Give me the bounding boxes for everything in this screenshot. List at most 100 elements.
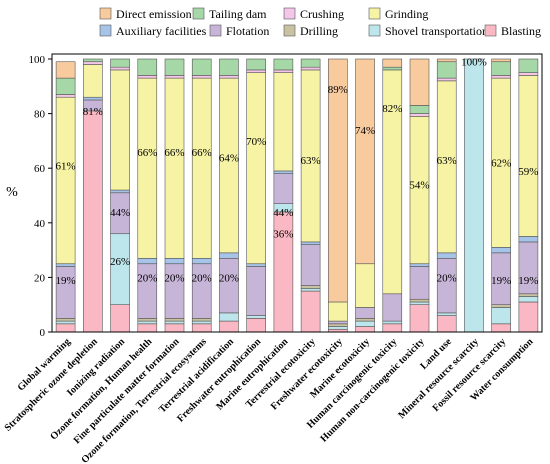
legend-label: Blasting	[501, 24, 541, 38]
bar-segment	[328, 326, 348, 330]
data-label: 44%	[273, 207, 293, 219]
bar-segment	[273, 170, 294, 174]
bar-segment	[382, 293, 403, 322]
bar-segment	[110, 66, 130, 71]
bar-segment	[355, 263, 375, 308]
bar-segment	[355, 318, 375, 322]
bar-segment	[55, 323, 76, 333]
bar-segment	[409, 298, 430, 303]
legend-label: Drilling	[300, 24, 338, 38]
bar-segment	[246, 69, 266, 73]
bar-segment	[491, 247, 511, 254]
bar-segment	[436, 315, 457, 333]
bar-segment	[436, 58, 457, 63]
bar-segment	[355, 58, 375, 265]
y-axis-ticks: 0 20 40 60 80 100	[29, 54, 52, 339]
bar-segment	[219, 252, 239, 259]
bar-segment	[409, 266, 430, 300]
bar-segment	[491, 307, 511, 325]
bar-segment	[246, 266, 266, 316]
bar-segment	[436, 61, 457, 79]
bar-segment	[300, 241, 321, 245]
legend-swatch	[99, 7, 112, 20]
data-label: 81%	[83, 106, 103, 118]
data-label: 59%	[518, 166, 538, 178]
bar-segment	[164, 75, 185, 79]
bar-segment	[164, 257, 185, 265]
data-label: 20%	[437, 272, 457, 284]
data-label: 66%	[137, 147, 157, 159]
bar-segment	[355, 326, 375, 333]
plot-frame	[51, 53, 543, 333]
bar-segment	[83, 64, 103, 98]
bar-segment	[300, 285, 321, 289]
data-label: 20%	[192, 272, 212, 284]
data-label: 64%	[219, 152, 239, 164]
legend-label: Tailing dam	[209, 7, 267, 21]
bar-segment	[55, 77, 76, 95]
bar-segment	[246, 318, 266, 333]
bar-segment	[110, 69, 130, 191]
bar-segment	[300, 290, 321, 333]
bar-segment	[436, 252, 457, 259]
bar-segment	[409, 105, 430, 114]
bar-segment	[110, 189, 130, 194]
bar-segment	[219, 58, 239, 76]
data-label: 66%	[192, 147, 212, 159]
bar-segment	[300, 66, 321, 71]
y-tick-label: 80	[34, 109, 46, 121]
bar-segment	[110, 304, 130, 333]
bar-segment	[55, 263, 76, 267]
bar-segment	[164, 318, 185, 322]
bar-segment	[219, 77, 239, 254]
bar-segment	[518, 236, 539, 243]
bar-segment	[355, 307, 375, 319]
data-label: 70%	[246, 136, 266, 148]
bar-segment	[300, 288, 321, 292]
bar-segment	[55, 94, 76, 98]
bar-segment	[518, 301, 539, 333]
legend-label: Auxiliary facilities	[116, 24, 207, 38]
bar-segment	[328, 58, 348, 303]
bar-segment	[55, 320, 76, 325]
y-tick-label: 20	[34, 272, 46, 284]
data-label: 89%	[328, 84, 348, 96]
bar-segment	[382, 320, 403, 325]
legend-swatch	[192, 7, 205, 20]
data-label: 74%	[355, 125, 375, 137]
bar-segment	[382, 66, 403, 71]
bar-segment	[191, 75, 212, 79]
bar-segment	[137, 318, 158, 322]
bar-segment	[191, 77, 212, 259]
data-label: 20%	[219, 272, 239, 284]
y-axis-label: %	[6, 185, 18, 200]
bar-segment	[436, 77, 457, 82]
bar-segment	[382, 58, 403, 68]
bar-segment	[191, 318, 212, 322]
legend-swatch	[209, 24, 222, 37]
bar-segment	[409, 113, 430, 117]
legend-label: Flotation	[226, 24, 269, 38]
data-label: 61%	[56, 160, 76, 172]
bar-segment	[137, 323, 158, 333]
bar-segment	[191, 58, 212, 76]
bar-segment	[191, 323, 212, 333]
bar-segment	[518, 75, 539, 237]
data-labels: 61% 19% 81% 44% 26% 66% 20% 66% 20% 66% 20% 64% 20% 7…	[56, 57, 539, 287]
bar-segment	[409, 304, 430, 333]
bar-segment	[110, 233, 130, 306]
data-label: 19%	[518, 275, 538, 287]
bar-segment	[83, 96, 103, 101]
bar-segment	[273, 69, 294, 73]
bar-segment	[328, 320, 348, 325]
legend-swatch	[283, 24, 296, 37]
bar-segment	[436, 312, 457, 316]
bar-segment	[137, 77, 158, 259]
y-tick-label: 40	[34, 218, 46, 230]
bar-segment	[491, 304, 511, 308]
x-tick-label: Ozone formation, Terrestrial ecosystems	[79, 336, 208, 464]
y-tick-label: 60	[34, 163, 46, 175]
data-label: 63%	[437, 155, 457, 167]
data-label: 36%	[273, 229, 293, 241]
legend-swatch	[368, 7, 381, 20]
